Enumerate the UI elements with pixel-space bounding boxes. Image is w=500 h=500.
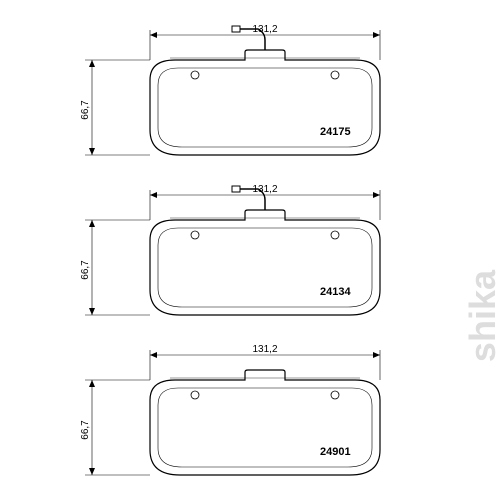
pad-3: 131,2 66,7 24901 xyxy=(80,344,380,475)
watermark-text: shika xyxy=(462,269,500,362)
pad-1-part-number: 24175 xyxy=(320,126,351,138)
technical-drawing: shika 131,2 66,7 24175 xyxy=(0,0,500,500)
pad-3-outline xyxy=(150,370,380,475)
pad-2-height-label: 66,7 xyxy=(80,260,91,280)
pad-2-part-number: 24134 xyxy=(320,286,351,298)
pad-3-part-number: 24901 xyxy=(320,446,351,458)
pad-2: 131,2 66,7 24134 xyxy=(80,184,380,315)
pad-1-outline xyxy=(150,50,380,155)
pad-2-outline xyxy=(150,210,380,315)
pad-1: 131,2 66,7 24175 xyxy=(80,24,380,155)
pad-3-width-label: 131,2 xyxy=(252,344,277,355)
pad-1-height-label: 66,7 xyxy=(80,100,91,120)
pad-3-height-label: 66,7 xyxy=(80,420,91,440)
